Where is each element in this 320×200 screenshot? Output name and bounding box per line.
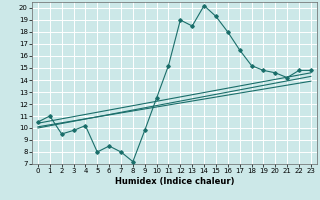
X-axis label: Humidex (Indice chaleur): Humidex (Indice chaleur): [115, 177, 234, 186]
